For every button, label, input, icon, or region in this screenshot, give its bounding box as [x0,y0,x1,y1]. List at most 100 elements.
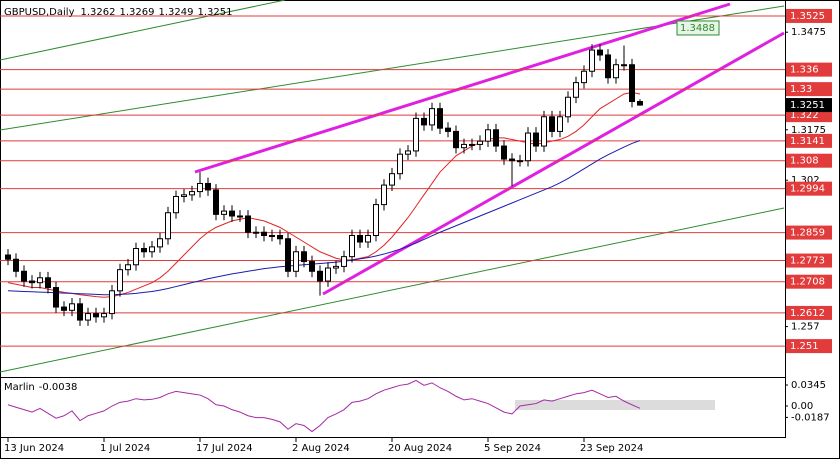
candle-body [389,173,395,186]
candle-body [485,129,491,142]
last-low: 1.3249 [159,7,194,18]
level-label-box [786,305,832,320]
candle-body [285,238,291,272]
price-label-box [676,20,720,36]
candle-body [213,189,219,215]
candle-body [637,100,643,106]
candle-body [293,251,299,272]
candle-body [317,270,323,282]
x-tick-label: 17 Jul 2024 [196,443,253,454]
candle-body [373,204,379,237]
candle-body [621,64,627,67]
candle-body [301,251,307,263]
candle-body [501,145,507,160]
indicator-value: -0.0038 [39,382,78,393]
candle-body [333,265,339,269]
level-label: 1.322 [790,110,819,121]
candle-body [357,235,363,243]
candle-body [53,287,59,308]
candle-body [205,182,211,191]
trend-line [322,31,785,296]
level-label-box [786,133,832,148]
candle-body [365,235,371,243]
candle-body [469,143,475,146]
y-tick-label: 0.0345 [791,380,826,391]
candle-body [541,116,547,147]
x-tick-label: 2 Aug 2024 [292,443,350,454]
candle-body [597,49,603,56]
candle-body [629,64,635,102]
candle-body [197,182,203,193]
candle-body [325,267,331,282]
candle-body [309,261,315,272]
x-tick-label: 13 Jun 2024 [4,443,64,454]
symbol: GBPUSD,Daily [4,7,75,18]
candle-body [429,108,435,126]
candle-body [405,150,411,155]
candle-body [93,313,99,318]
candle-body [125,264,131,271]
y-tick-label: 1.257 [791,322,820,333]
y-tick-label: 1.3175 [791,125,826,136]
y-tick-label: 1.3475 [791,27,826,38]
level-label: 1.2773 [790,256,825,267]
channel-line [0,207,785,373]
price-label: 1.3488 [680,23,715,34]
level-label-box [786,339,832,354]
level-label-box [786,153,832,168]
candle-body [69,303,75,311]
candle-body [437,108,443,129]
candle-body [173,195,179,214]
candle-body [77,303,83,321]
last-high: 1.3269 [120,7,155,18]
candle-body [277,235,283,240]
level-label-box [786,82,832,97]
candle-body [133,248,139,266]
last-price-label: 1.3251 [790,100,825,111]
candle-body [605,54,611,79]
y-tick-label: 0.00 [791,401,813,412]
candle-body [477,140,483,145]
x-tick-label: 1 Jul 2024 [100,443,150,454]
level-label: 1.2708 [790,277,825,288]
level-label-box [786,225,832,240]
level-label: 1.2859 [790,228,825,239]
candle-body [453,130,459,149]
level-label: 1.2612 [790,308,825,319]
candle-body [189,191,195,196]
level-label: 1.33 [790,84,812,95]
indicator-name: Marlin [4,382,35,393]
candle-body [237,215,243,218]
last-open: 1.3262 [81,7,116,18]
candle-body [421,117,427,126]
candle-body [341,256,347,267]
level-label-box [786,62,832,77]
candle-body [445,127,451,132]
candle-body [397,153,403,175]
candle-body [549,116,555,132]
level-label: 1.308 [790,156,819,167]
candle-body [101,313,107,318]
candle-body [261,231,267,237]
indicator-title: Marlin -0.0038 [4,382,77,393]
x-tick-label: 23 Sep 2024 [580,443,643,454]
candle-body [149,246,155,253]
candle-body [565,96,571,118]
drawn-objects [0,0,785,410]
last-price-box [786,98,832,113]
candle-body [253,231,259,234]
candle-body [221,210,227,215]
candle-body [37,277,43,284]
candle-body [109,290,115,315]
level-label-box [786,181,832,196]
candle-body [29,280,35,284]
level-label-box [786,274,832,289]
candle-body [181,194,187,197]
candle-body [165,212,171,240]
candle-body [613,64,619,79]
candle-body [61,306,67,311]
candle-body [509,158,515,162]
candle-body [493,129,499,147]
candle-body [517,160,523,163]
